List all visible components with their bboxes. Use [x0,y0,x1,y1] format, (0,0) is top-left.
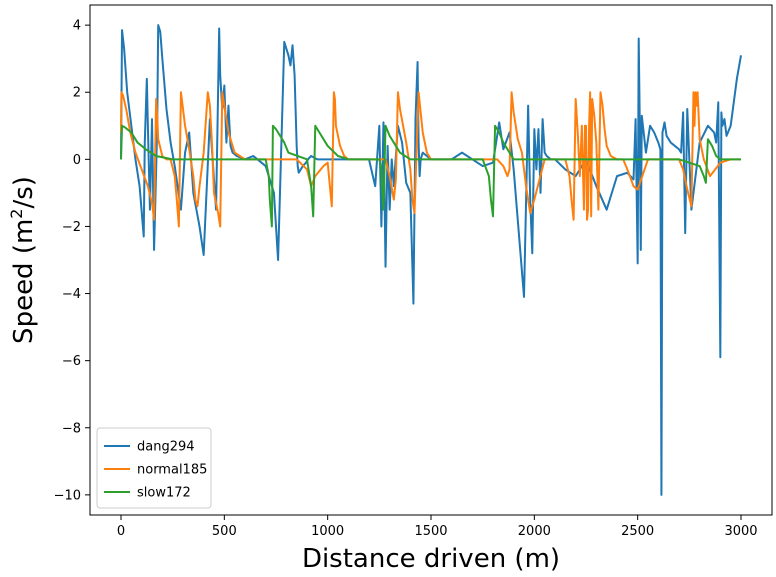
legend-box [96,427,212,509]
y-tick-label: 0 [73,153,81,168]
y-tick-label: 2 [73,86,81,101]
legend-label-dang294: dang294 [137,440,195,455]
legend-label-slow172: slow172 [137,486,191,501]
x-tick-label: 2000 [518,524,551,539]
y-tick-label: −8 [62,421,81,436]
x-tick-label: 1000 [311,524,344,539]
x-tick-label: 500 [212,524,237,539]
series-layer [120,24,742,496]
y-axis-label: Speed (m2/s) [7,176,39,344]
x-tick-label: 0 [117,524,125,539]
y-tick-label: −2 [62,220,81,235]
plot-area [120,24,742,496]
series-line-slow172 [120,124,741,228]
x-tick-label: 2500 [621,524,654,539]
legend: dang294 normal185 slow172 [96,427,212,509]
x-tick-label: 3000 [724,524,757,539]
x-axis-ticks: 0 500 1000 1500 2000 2500 3000 [117,515,758,539]
y-tick-label: 4 [73,19,81,34]
y-axis-ticks: 4 2 0 −2 −4 −6 −8 −10 [54,19,90,503]
x-tick-label: 1500 [414,524,447,539]
legend-label-normal185: normal185 [137,463,207,478]
y-tick-label: −10 [54,488,81,503]
x-axis-label: Distance driven (m) [302,544,560,574]
y-tick-label: −6 [62,354,81,369]
series-line-normal185 [120,91,741,228]
y-tick-label: −4 [62,287,81,302]
y-axis-label-superscript: 2 [7,209,26,219]
